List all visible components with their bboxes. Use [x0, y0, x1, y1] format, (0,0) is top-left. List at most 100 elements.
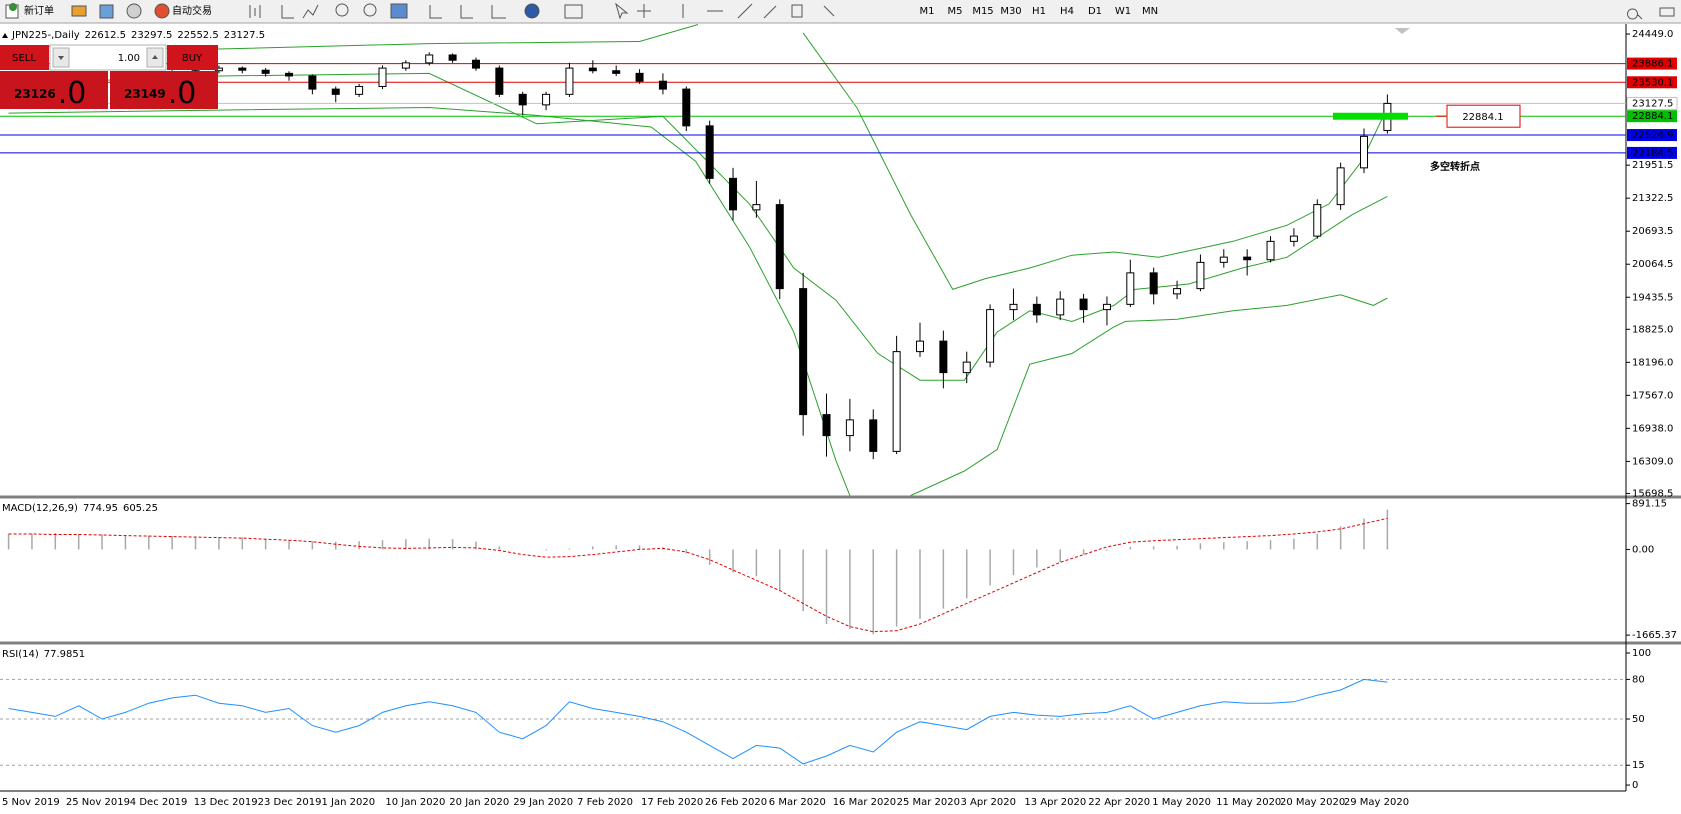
bid-box[interactable] — [0, 71, 108, 109]
candle-body — [1009, 303, 1018, 311]
header-arrow — [2, 33, 8, 38]
new-order[interactable]: 新订单 — [24, 4, 54, 17]
bollinger-band — [8, 106, 1388, 496]
draw-tools[interactable] — [615, 2, 835, 20]
sell-button[interactable] — [0, 45, 49, 70]
search-icons[interactable] — [1627, 7, 1675, 20]
pivot-box — [1446, 104, 1521, 128]
icon[interactable] — [71, 5, 87, 17]
candle-body — [1219, 256, 1228, 263]
y-tick-label: 18825.0 — [1632, 324, 1673, 335]
level-tag — [1627, 57, 1677, 70]
x-tick-label: 25 Nov 2019 — [66, 797, 130, 808]
ohlc-value: 23127.5 — [224, 30, 265, 41]
x-tick-label: 17 Feb 2020 — [641, 797, 703, 808]
candle-body — [1360, 135, 1369, 169]
ask-box[interactable] — [110, 71, 218, 109]
icon[interactable] — [126, 3, 142, 19]
arrow-down — [58, 56, 64, 60]
candle-body — [238, 67, 247, 71]
tile[interactable] — [390, 3, 408, 19]
timeframe-button[interactable]: M1 — [920, 6, 935, 17]
x-tick-label: 7 Feb 2020 — [577, 797, 633, 808]
candle-body — [1289, 235, 1298, 242]
auto-trade[interactable]: 自动交易 — [172, 4, 212, 17]
y-tick-label: 80 — [1632, 674, 1645, 685]
candle-body — [1079, 298, 1088, 311]
scroll-icons[interactable] — [429, 5, 506, 19]
timeframe-button[interactable]: D1 — [1088, 6, 1102, 17]
x-tick-label: 20 May 2020 — [1280, 797, 1345, 808]
arrow-up — [152, 55, 158, 59]
timeframe-button[interactable]: M15 — [972, 6, 993, 17]
candle-body — [378, 67, 387, 87]
ask-frac: .0 — [168, 76, 197, 111]
x-tick-label: 13 Dec 2019 — [194, 797, 258, 808]
icon[interactable] — [99, 4, 114, 19]
candle-body — [588, 67, 597, 72]
x-tick-label: 5 Nov 2019 — [2, 797, 60, 808]
level-label: 22184.5 — [1632, 148, 1673, 159]
sell-label[interactable]: SELL — [12, 53, 36, 64]
level-tag — [1627, 76, 1677, 89]
zoom-out[interactable] — [363, 3, 377, 17]
candle-body — [1313, 204, 1322, 237]
price-pane — [0, 24, 1626, 496]
candle-body — [729, 177, 738, 211]
timeframe-button[interactable]: M5 — [948, 6, 963, 17]
ask-main: 23149 — [124, 87, 166, 101]
x-tick-label: 1 May 2020 — [1152, 797, 1211, 808]
x-tick-label: 22 Apr 2020 — [1088, 797, 1150, 808]
x-tick-label: 3 Apr 2020 — [961, 797, 1016, 808]
candle-body — [518, 93, 527, 106]
rsi-header: RSI(14) 77.9851 — [2, 649, 85, 660]
candle-body — [775, 204, 784, 290]
rsi-pane — [0, 678, 1626, 766]
candle-body — [1243, 256, 1252, 261]
timeframe-button[interactable]: H4 — [1060, 6, 1074, 17]
y-tick-label: 17567.0 — [1632, 390, 1673, 401]
buy-button[interactable] — [167, 45, 218, 70]
macd-pane — [7, 509, 1389, 635]
candle-body — [448, 54, 457, 61]
buy-label[interactable]: BUY — [182, 53, 203, 64]
candle-body — [705, 125, 714, 179]
candle-body — [962, 361, 971, 374]
y-tick-label: 19435.5 — [1632, 292, 1673, 303]
timeframe-button[interactable]: W1 — [1115, 6, 1131, 17]
new-order-badge — [9, 3, 17, 11]
timeframe-button[interactable]: MN — [1142, 6, 1158, 17]
indicator-name: MACD(12,26,9) — [2, 503, 78, 514]
current-price-tag — [1626, 96, 1678, 110]
rsi-line — [8, 678, 1388, 765]
period-icon[interactable] — [524, 3, 540, 19]
bid-frac: .0 — [58, 76, 87, 111]
x-tick-label: 23 Dec 2019 — [258, 797, 322, 808]
zoom-in[interactable] — [335, 3, 349, 17]
bollinger-band — [8, 72, 1388, 381]
y-tick-label: 50 — [1632, 714, 1645, 725]
candle-body — [1336, 167, 1345, 206]
ask-price[interactable]: 23149.0 — [124, 76, 196, 111]
candle-body — [1149, 272, 1158, 295]
candle-body — [355, 85, 364, 95]
x-tick-label: 13 Apr 2020 — [1024, 797, 1086, 808]
y-tick-label: 100 — [1632, 648, 1651, 659]
bid-main: 23126 — [14, 87, 56, 101]
candle-body — [401, 62, 410, 69]
candle-body — [915, 340, 924, 353]
level-label: 22884.1 — [1632, 111, 1673, 122]
timeframe-button[interactable]: H1 — [1032, 6, 1046, 17]
y-tick-label: 21322.5 — [1632, 193, 1673, 204]
lot-value[interactable]: 1.00 — [118, 53, 140, 64]
y-tick-label: 16309.0 — [1632, 456, 1673, 467]
signal-readout: 605.25 — [123, 503, 158, 514]
macd-signal — [8, 517, 1388, 633]
chart-type-icons[interactable] — [249, 4, 319, 19]
auto-trade-icon[interactable] — [154, 3, 170, 19]
y-tick-label: -1665.37 — [1632, 630, 1677, 641]
bid-price[interactable]: 23126.0 — [14, 76, 86, 111]
template-icon[interactable] — [564, 4, 583, 19]
timeframe-button[interactable]: M30 — [1000, 6, 1021, 17]
